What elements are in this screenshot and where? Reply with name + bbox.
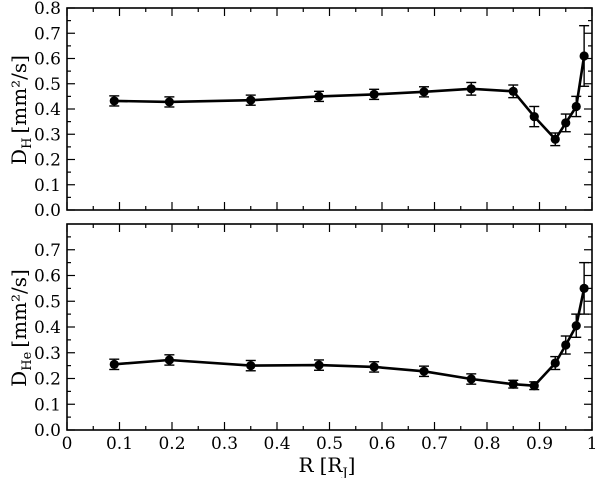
top-ytick-label: 0.4 <box>34 100 61 120</box>
top-ytick-label: 0.7 <box>34 24 61 44</box>
bottom-xtick-label: 0.2 <box>158 434 185 454</box>
bottom-xtick-label: 0.8 <box>473 434 500 454</box>
top-plot-frame <box>66 7 593 211</box>
x-axis-label: R [RJ] <box>299 453 356 478</box>
bottom-xtick-label: 0 <box>62 434 73 454</box>
bottom-data-point <box>246 361 256 371</box>
bottom-xtick-label: 0.1 <box>106 434 133 454</box>
top-data-point <box>164 97 174 107</box>
bottom-plot-frame <box>66 223 593 431</box>
bottom-data-point <box>550 358 560 368</box>
bottom-xtick-label: 0.9 <box>526 434 553 454</box>
top-ylabel-subscript: H <box>20 138 35 149</box>
x-axis-label-unit-close: ] <box>348 453 356 477</box>
bottom-data-point <box>529 381 539 391</box>
top-ytick-label: 0.1 <box>34 176 61 196</box>
bottom-xtick-label: 1 <box>587 434 598 454</box>
bottom-ytick-label: 0.6 <box>34 267 61 287</box>
bottom-ytick-label: 0.2 <box>34 370 61 390</box>
top-data-point <box>314 91 324 101</box>
bottom-ylabel: DHe [mm²/s] <box>7 269 35 387</box>
top-ytick-label: 0.0 <box>34 201 61 221</box>
bottom-data-point <box>314 360 324 370</box>
bottom-data-point <box>579 283 589 293</box>
bottom-data-point <box>561 340 571 350</box>
bottom-ytick-label: 0.4 <box>34 318 61 338</box>
bottom-data-point <box>508 379 518 389</box>
bottom-data-point <box>109 359 119 369</box>
bottom-ytick-label: 0.0 <box>34 421 61 441</box>
top-data-point <box>246 95 256 105</box>
top-data-point <box>550 134 560 144</box>
top-ytick-label: 0.3 <box>34 125 61 145</box>
bottom-data-point <box>419 366 429 376</box>
top-data-point <box>466 84 476 94</box>
top-ytick-label: 0.6 <box>34 50 61 70</box>
top-data-point <box>561 118 571 128</box>
top-data-point <box>508 86 518 96</box>
top-data-point <box>579 51 589 61</box>
bottom-ylabel-subscript: He <box>20 351 35 370</box>
bottom-xtick-label: 0.5 <box>316 434 343 454</box>
bottom-ytick-label: 0.5 <box>34 292 61 312</box>
top-data-point <box>109 96 119 106</box>
x-axis-label-symbol: R <box>299 453 315 477</box>
bottom-data-point <box>466 374 476 384</box>
bottom-data-point <box>164 355 174 365</box>
bottom-ylabel-unit: [mm²/s] <box>7 269 31 348</box>
top-ytick-label: 0.8 <box>34 0 61 19</box>
top-ytick-label: 0.2 <box>34 151 61 171</box>
top-ytick-label: 0.5 <box>34 75 61 95</box>
top-data-point <box>529 111 539 122</box>
bottom-xtick-label: 0.3 <box>211 434 238 454</box>
bottom-ytick-label: 0.1 <box>34 395 61 415</box>
bottom-xtick-label: 0.7 <box>421 434 448 454</box>
bottom-ytick-label: 0.7 <box>34 241 61 261</box>
top-ylabel-symbol: D <box>7 149 31 165</box>
top-panel: 0.0 0.1 0.2 0.3 0.4 0.5 0.6 0.7 0.8 <box>34 0 593 221</box>
top-ylabel-unit: [mm²/s] <box>7 55 31 134</box>
bottom-ytick-label: 0.3 <box>34 344 61 364</box>
top-ylabel: DH [mm²/s] <box>7 55 35 165</box>
x-axis-label-unit: [R <box>320 453 344 477</box>
bottom-ylabel-symbol: D <box>7 371 31 387</box>
top-data-point <box>369 89 379 99</box>
bottom-xtick-label: 0.4 <box>263 434 290 454</box>
bottom-panel: 0.00.10.20.30.40.50.60.70 0.1 0.2 0.3 0.4 0.5… <box>34 223 598 454</box>
x-axis-label-subscript: J <box>340 466 347 478</box>
bottom-series-line <box>114 288 586 388</box>
top-data-point <box>571 101 581 112</box>
bottom-data-point <box>571 321 581 331</box>
bottom-data-point <box>369 362 379 372</box>
bottom-xtick-label: 0.6 <box>368 434 395 454</box>
top-data-point <box>419 87 429 97</box>
